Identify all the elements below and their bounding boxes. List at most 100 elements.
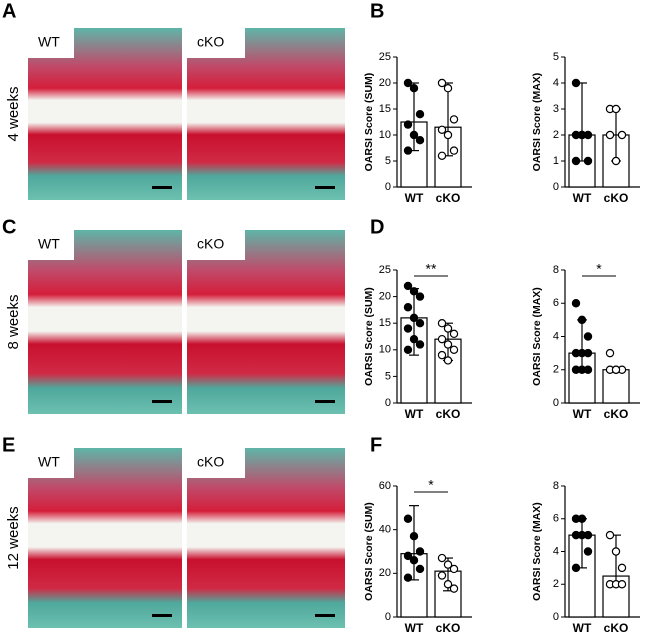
age-label: 12 weeks — [5, 506, 22, 569]
y-tick-label: 20 — [379, 77, 391, 89]
x-tick-label: cKO — [436, 407, 461, 421]
data-point — [437, 151, 447, 160]
panel-letter: B — [370, 0, 384, 22]
data-point — [605, 348, 615, 358]
image-label: WT — [38, 34, 60, 50]
y-tick-label: 5 — [385, 155, 391, 167]
y-tick-label: 0 — [385, 181, 391, 193]
significance-label: * — [428, 477, 434, 493]
x-tick-label: cKO — [604, 621, 629, 635]
x-tick-label: cKO — [436, 191, 461, 205]
histology-image — [187, 230, 345, 414]
data-point — [443, 560, 453, 569]
data-point — [403, 120, 413, 129]
y-tick-label: 1 — [553, 155, 559, 167]
y-tick-label: 0 — [553, 397, 559, 409]
data-point — [443, 83, 453, 93]
data-point — [583, 547, 593, 556]
panel-letter: C — [2, 216, 16, 238]
data-point — [415, 109, 425, 119]
y-tick-label: 5 — [385, 370, 391, 382]
data-point — [571, 563, 581, 573]
data-point — [605, 530, 615, 540]
y-tick-label: 5 — [553, 51, 559, 63]
y-tick-label: 15 — [379, 317, 391, 329]
panel-letter: E — [2, 434, 15, 456]
data-point — [415, 292, 425, 301]
data-point — [449, 564, 459, 574]
data-point — [437, 334, 447, 344]
image-label: cKO — [197, 34, 224, 50]
age-label: 8 weeks — [5, 294, 22, 349]
scale-bar — [152, 400, 172, 403]
data-point — [605, 130, 615, 140]
data-point — [577, 130, 587, 140]
y-tick-label: 0 — [385, 611, 391, 623]
data-point — [403, 78, 413, 88]
bar — [602, 369, 630, 404]
y-tick-label: 20 — [379, 567, 391, 579]
x-tick-label: cKO — [604, 191, 629, 205]
y-tick-label: 8 — [553, 264, 559, 276]
y-tick-label: 25 — [379, 264, 391, 276]
data-point — [403, 573, 413, 582]
data-point — [409, 334, 419, 344]
data-point — [583, 156, 593, 166]
data-point — [415, 340, 425, 349]
data-point — [611, 104, 621, 114]
data-point — [449, 584, 459, 593]
data-point — [409, 556, 419, 565]
y-tick-label: 3 — [553, 103, 559, 115]
data-point — [443, 130, 453, 140]
data-point — [443, 340, 453, 349]
data-point — [443, 324, 453, 333]
x-tick-label: WT — [573, 407, 592, 421]
panel-letter: F — [370, 434, 382, 456]
image-label-box — [187, 230, 245, 260]
data-point — [449, 345, 459, 354]
y-axis-label: OARSI Score (MAX) — [531, 502, 543, 601]
image-label: WT — [38, 454, 60, 470]
y-tick-label: 0 — [553, 181, 559, 193]
data-point — [403, 551, 413, 561]
panel-letter: A — [2, 0, 16, 22]
scale-bar — [315, 186, 335, 189]
image-label: cKO — [197, 454, 224, 470]
y-tick-label: 4 — [553, 330, 559, 342]
y-axis-label: OARSI Score (SUM) — [363, 73, 375, 172]
data-point — [611, 156, 621, 166]
x-tick-label: WT — [405, 621, 424, 635]
x-tick-label: WT — [405, 407, 424, 421]
y-axis-label: OARSI Score (SUM) — [363, 287, 375, 386]
y-tick-label: 8 — [553, 480, 559, 492]
data-point — [449, 146, 459, 155]
y-tick-label: 6 — [553, 297, 559, 309]
y-tick-label: 60 — [379, 480, 391, 492]
scale-bar — [152, 186, 172, 189]
y-tick-label: 2 — [553, 364, 559, 376]
data-point — [437, 319, 447, 328]
data-point — [617, 580, 627, 589]
y-tick-label: 6 — [553, 513, 559, 525]
y-tick-label: 4 — [553, 545, 559, 557]
image-label-box — [28, 230, 74, 260]
y-tick-label: 25 — [379, 51, 391, 63]
image-label-box — [28, 28, 74, 58]
y-tick-label: 40 — [379, 524, 391, 536]
data-point — [577, 530, 587, 540]
data-point — [437, 553, 447, 563]
y-tick-label: 4 — [553, 77, 559, 89]
y-axis-label: OARSI Score (MAX) — [531, 73, 543, 172]
y-axis-label: OARSI Score (MAX) — [531, 287, 543, 386]
y-tick-label: 10 — [379, 129, 391, 141]
data-point — [583, 365, 593, 374]
data-point — [409, 287, 419, 296]
age-label: 4 weeks — [5, 86, 22, 141]
data-point — [409, 313, 419, 323]
x-tick-label: WT — [405, 191, 424, 205]
x-tick-label: cKO — [604, 407, 629, 421]
data-point — [571, 156, 581, 166]
data-point — [617, 130, 627, 140]
data-point — [409, 130, 419, 140]
